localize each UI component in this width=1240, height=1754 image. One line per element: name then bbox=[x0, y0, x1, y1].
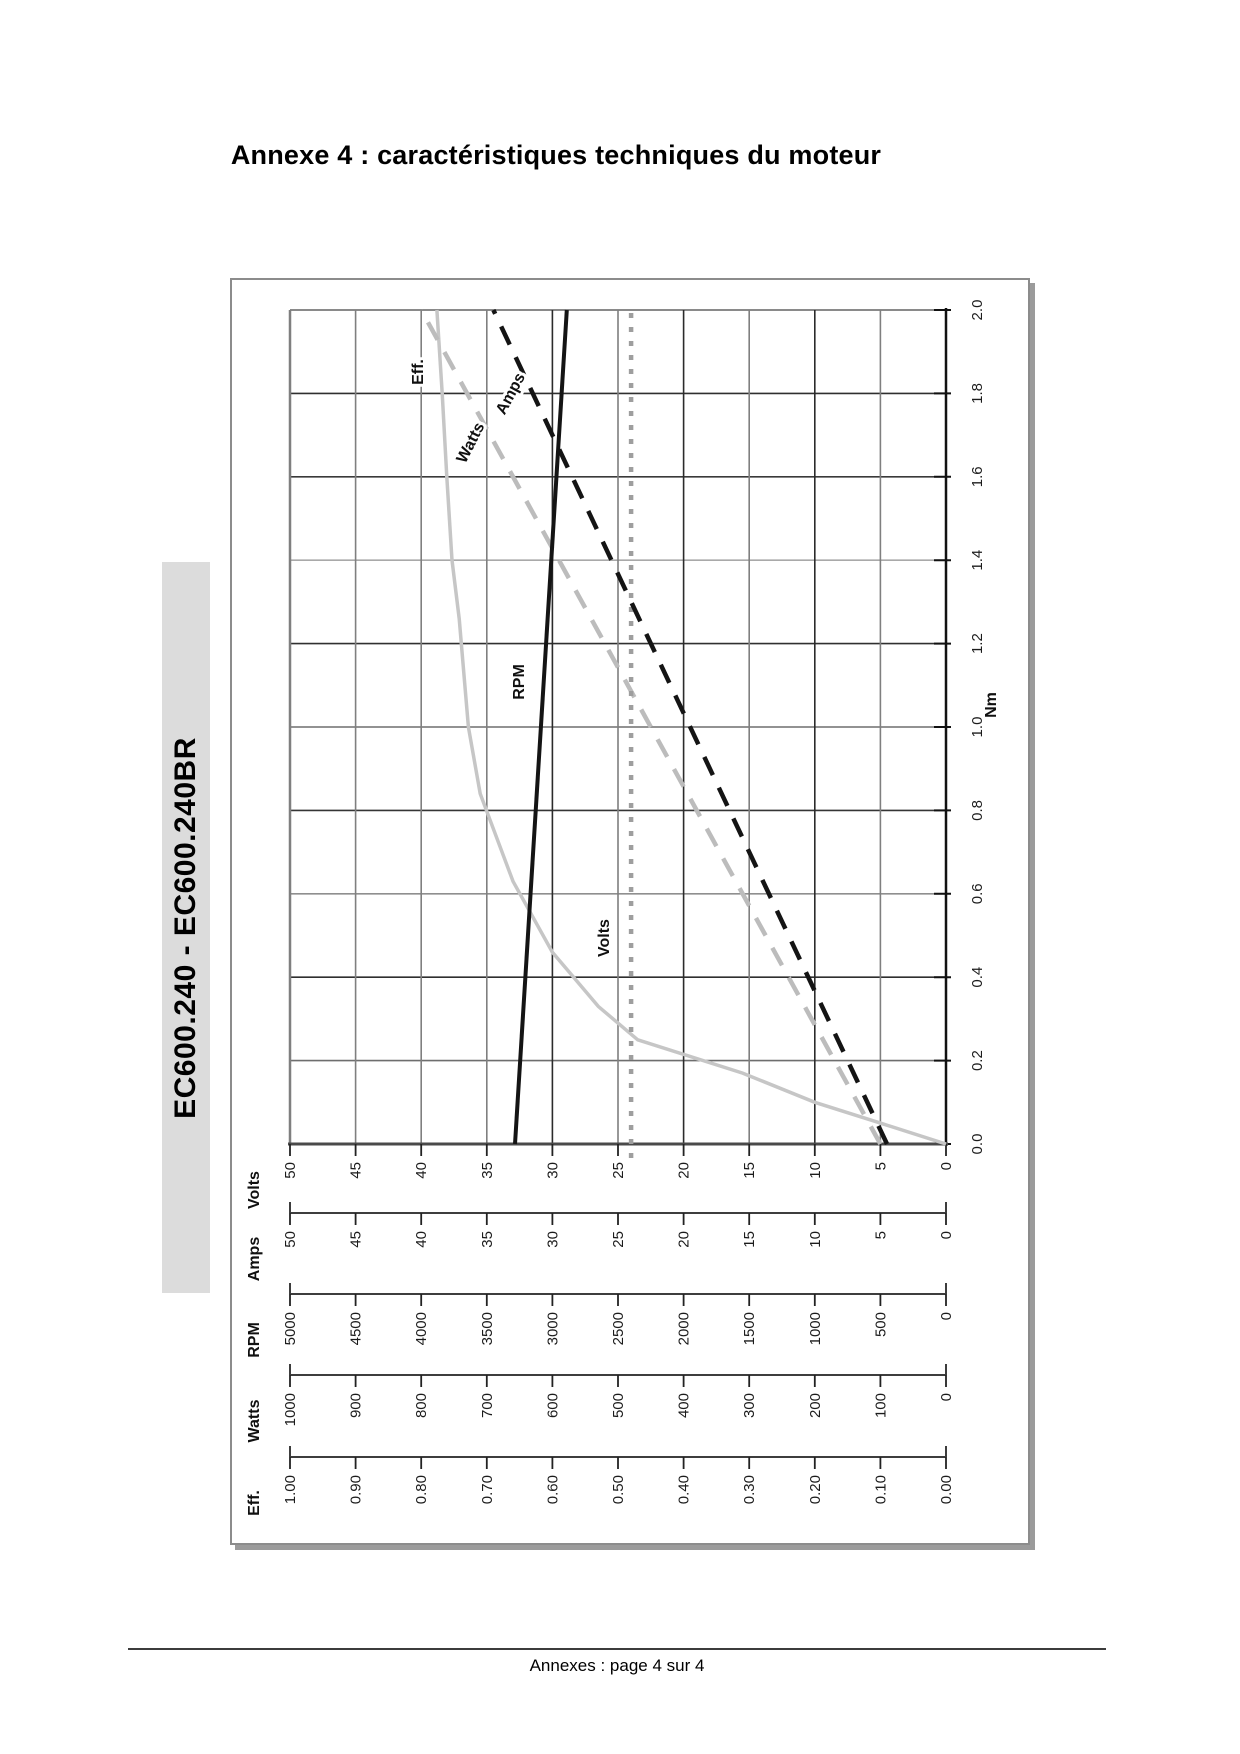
value-tick-label: 4500 bbox=[348, 1312, 365, 1345]
value-tick-label: 35 bbox=[479, 1162, 496, 1179]
value-tick-label: 35 bbox=[479, 1231, 496, 1248]
value-tick-label: 500 bbox=[610, 1393, 627, 1418]
curve-label-watts: Watts bbox=[454, 420, 489, 466]
value-tick-label: 5 bbox=[872, 1162, 889, 1170]
value-tick-label: 40 bbox=[413, 1231, 430, 1248]
value-tick-label: 0.60 bbox=[544, 1475, 561, 1504]
curve-label-rpm: RPM bbox=[511, 664, 528, 700]
series-amps-curve bbox=[491, 309, 890, 1145]
value-axis-title: Volts bbox=[246, 1171, 263, 1209]
chart-frame: 2.0 1.8 1.6 1.4 1.2 1.0 0.8 0.6 0.4 0.2 0.0 Nm 50 45 4… bbox=[230, 278, 1030, 1545]
value-tick-label: 10 bbox=[807, 1162, 824, 1179]
value-tick-label: 0 bbox=[938, 1393, 955, 1401]
value-tick-label: 0 bbox=[938, 1162, 955, 1170]
value-tick-label: 50 bbox=[282, 1231, 299, 1248]
value-tick-label: 0.00 bbox=[938, 1475, 955, 1504]
value-tick-label: 300 bbox=[741, 1393, 758, 1418]
value-tick-label: 45 bbox=[348, 1231, 365, 1248]
value-tick-label: 5000 bbox=[282, 1312, 299, 1345]
series-watts-curve bbox=[419, 308, 883, 1146]
value-tick-label: 0.10 bbox=[872, 1475, 889, 1504]
nm-axis-title: Nm bbox=[983, 692, 1000, 718]
value-tick-label: 4000 bbox=[413, 1312, 430, 1345]
value-tick-label: 20 bbox=[676, 1231, 693, 1248]
value-tick-label: 0.30 bbox=[741, 1475, 758, 1504]
nm-tick-label: 0.8 bbox=[969, 800, 986, 821]
nm-tick-label: 0.6 bbox=[969, 883, 986, 904]
value-tick-label: 1.00 bbox=[282, 1475, 299, 1504]
value-tick-label: 1000 bbox=[282, 1393, 299, 1426]
value-tick-label: 30 bbox=[544, 1231, 561, 1248]
value-tick-label: 3500 bbox=[479, 1312, 496, 1345]
value-tick-label: 1500 bbox=[741, 1312, 758, 1345]
value-tick-label: 20 bbox=[676, 1162, 693, 1179]
value-tick-label: 2500 bbox=[610, 1312, 627, 1345]
value-tick-label: 30 bbox=[544, 1162, 561, 1179]
value-tick-label: 800 bbox=[413, 1393, 430, 1418]
value-tick-label: 0.50 bbox=[610, 1475, 627, 1504]
value-tick-label: 25 bbox=[610, 1162, 627, 1179]
value-tick-label: 15 bbox=[741, 1231, 758, 1248]
nm-tick-label: 0.2 bbox=[969, 1050, 986, 1071]
footer-rule bbox=[128, 1648, 1106, 1650]
series-rpm-curve bbox=[513, 309, 569, 1145]
value-axis-title: Amps bbox=[246, 1237, 263, 1282]
nm-tick-label: 1.0 bbox=[969, 717, 986, 738]
value-axis-title: Eff. bbox=[246, 1490, 263, 1516]
value-tick-label: 200 bbox=[807, 1393, 824, 1418]
value-axis-title: Watts bbox=[246, 1399, 263, 1442]
nm-tick-label: 0.0 bbox=[969, 1134, 986, 1155]
value-tick-label: 100 bbox=[872, 1393, 889, 1418]
nm-tick-label: 1.8 bbox=[969, 383, 986, 404]
value-tick-label: 50 bbox=[282, 1162, 299, 1179]
nm-tick-label: 1.2 bbox=[969, 633, 986, 654]
chart-side-title-band: EC600.240 - EC600.240BR bbox=[162, 562, 210, 1293]
value-tick-label: 0 bbox=[938, 1312, 955, 1320]
value-tick-label: 0.20 bbox=[807, 1475, 824, 1504]
nm-tick-label: 1.6 bbox=[969, 466, 986, 487]
value-tick-label: 400 bbox=[676, 1393, 693, 1418]
value-tick-label: 0.90 bbox=[348, 1475, 365, 1504]
nm-tick-label: 2.0 bbox=[969, 300, 986, 321]
chart-side-title: EC600.240 - EC600.240BR bbox=[169, 736, 203, 1119]
value-tick-label: 900 bbox=[348, 1393, 365, 1418]
value-tick-label: 10 bbox=[807, 1231, 824, 1248]
value-tick-label: 0.80 bbox=[413, 1475, 430, 1504]
value-tick-label: 40 bbox=[413, 1162, 430, 1179]
curve-label-volts: Volts bbox=[596, 919, 613, 957]
value-tick-label: 2000 bbox=[676, 1312, 693, 1345]
curve-label-eff: Eff. bbox=[410, 359, 427, 385]
footer-page-number: Annexes : page 4 sur 4 bbox=[529, 1656, 705, 1675]
value-tick-label: 500 bbox=[872, 1312, 889, 1337]
nm-tick-label: 1.4 bbox=[969, 550, 986, 571]
series-eff-curve bbox=[435, 309, 947, 1146]
value-tick-label: 15 bbox=[741, 1162, 758, 1179]
value-tick-label: 1000 bbox=[807, 1312, 824, 1345]
value-tick-label: 0.40 bbox=[676, 1475, 693, 1504]
value-tick-label: 5 bbox=[872, 1231, 889, 1239]
value-tick-label: 700 bbox=[479, 1393, 496, 1418]
value-axis-title: RPM bbox=[246, 1322, 263, 1358]
page-title: Annexe 4 : caractéristiques techniques d… bbox=[230, 140, 882, 170]
value-tick-label: 25 bbox=[610, 1231, 627, 1248]
value-tick-label: 3000 bbox=[544, 1312, 561, 1345]
value-tick-label: 45 bbox=[348, 1162, 365, 1179]
value-tick-label: 0.70 bbox=[479, 1475, 496, 1504]
nm-tick-label: 0.4 bbox=[969, 967, 986, 988]
value-tick-label: 0 bbox=[938, 1231, 955, 1239]
value-tick-label: 600 bbox=[544, 1393, 561, 1418]
